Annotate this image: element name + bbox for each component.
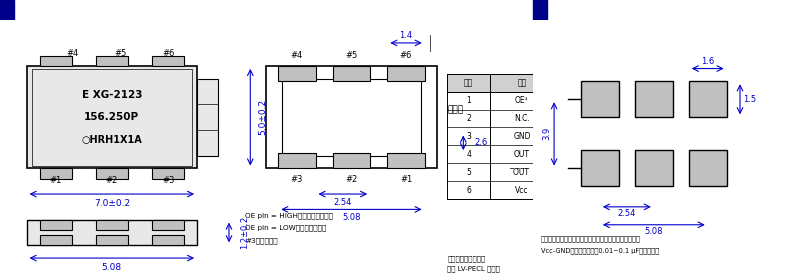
Bar (152, 56, 184, 66)
Bar (152, 168, 184, 179)
Text: 3: 3 (466, 132, 471, 141)
Text: 引脚图: 引脚图 (448, 105, 464, 114)
Text: 5.08: 5.08 (102, 263, 122, 272)
Text: OE pin = LOW：输出为高阻抗: OE pin = LOW：输出为高阻抗 (245, 225, 326, 231)
Text: GND: GND (513, 132, 531, 141)
Text: 1: 1 (466, 96, 471, 105)
Text: 4: 4 (466, 150, 471, 159)
Bar (0, 0, 14, 20)
Text: #5: #5 (346, 51, 358, 60)
Text: 2.6: 2.6 (474, 138, 487, 147)
Text: OE pin = HIGH：指定的频率输出: OE pin = HIGH：指定的频率输出 (245, 212, 333, 219)
Bar (266, 66, 436, 168)
Text: #1: #1 (400, 175, 412, 184)
Text: 推荐焊盘尺寸: 推荐焊盘尺寸 (550, 5, 585, 15)
Text: 5: 5 (466, 168, 471, 177)
Text: 7.0±0.2: 7.0±0.2 (94, 199, 130, 208)
Bar (197, 79, 218, 156)
Bar (635, 81, 673, 117)
Bar (152, 220, 184, 230)
Bar (278, 153, 315, 168)
Bar (533, 0, 547, 20)
Text: #3: #3 (162, 176, 174, 185)
Bar (32, 68, 192, 166)
Text: 引脚: 引脚 (464, 78, 473, 87)
Text: 2.54: 2.54 (618, 209, 636, 218)
Text: 1.6: 1.6 (701, 57, 715, 66)
Text: ＊）内置的多用功能: ＊）内置的多用功能 (448, 256, 485, 262)
Bar (26, 66, 197, 168)
Bar (635, 150, 673, 186)
Text: #2: #2 (346, 175, 358, 184)
Text: 2: 2 (466, 114, 471, 123)
Text: #1: #1 (50, 176, 62, 185)
Text: #6: #6 (162, 49, 174, 58)
Text: 连接: 连接 (517, 78, 526, 87)
Text: Vcc: Vcc (515, 186, 529, 195)
Text: 为了维持稳定运行，在接近晶体产品的电源输入端处（在: 为了维持稳定运行，在接近晶体产品的电源输入端处（在 (541, 235, 641, 242)
Text: #2: #2 (106, 176, 118, 185)
Bar (689, 150, 727, 186)
Bar (333, 66, 370, 81)
Text: 5.0±0.2: 5.0±0.2 (258, 99, 267, 135)
Text: (单位:mm): (单位:mm) (741, 5, 783, 15)
Text: #6: #6 (400, 51, 412, 60)
Text: OUT: OUT (514, 150, 530, 159)
Text: 1.4: 1.4 (399, 31, 412, 40)
Text: 5.08: 5.08 (645, 227, 663, 236)
Text: OE¹: OE¹ (515, 96, 529, 105)
Bar (26, 220, 197, 245)
Text: ○HRH1X1A: ○HRH1X1A (82, 135, 142, 145)
Text: #5: #5 (114, 49, 127, 58)
Text: （只 LV-PECL 输出）: （只 LV-PECL 输出） (448, 266, 500, 272)
Text: ̅O̅U̅T̅: ̅O̅U̅T̅ (514, 168, 530, 177)
Bar (39, 168, 71, 179)
Bar (152, 235, 184, 245)
Bar (96, 56, 128, 66)
Text: #3连接到外壳: #3连接到外壳 (245, 238, 277, 244)
Bar (39, 220, 71, 230)
Text: 1.5: 1.5 (743, 95, 755, 104)
Text: 156.250P: 156.250P (84, 112, 140, 122)
Bar (278, 66, 315, 81)
Text: 1.2±0.2: 1.2±0.2 (240, 216, 249, 249)
Bar (96, 220, 128, 230)
Bar (282, 79, 421, 156)
Text: 外部尺寸规格: 外部尺寸规格 (18, 5, 53, 15)
Bar (448, 74, 554, 199)
Text: (单位:mm): (单位:mm) (396, 5, 438, 15)
Text: 5.08: 5.08 (342, 213, 361, 222)
Bar (387, 153, 424, 168)
Text: Vcc-GND之同）添加一个0.01~0.1 μF的去耦电容: Vcc-GND之同）添加一个0.01~0.1 μF的去耦电容 (541, 248, 658, 254)
Text: #3: #3 (291, 175, 303, 184)
Text: #4: #4 (67, 49, 79, 58)
Bar (96, 235, 128, 245)
Bar (333, 153, 370, 168)
Bar (689, 81, 727, 117)
Bar (96, 168, 128, 179)
Text: 3.9: 3.9 (542, 127, 552, 140)
Text: E XG-2123: E XG-2123 (82, 90, 142, 100)
Bar (39, 56, 71, 66)
Text: N.C.: N.C. (514, 114, 530, 123)
Text: #4: #4 (291, 51, 303, 60)
Bar (39, 235, 71, 245)
Bar (581, 150, 619, 186)
Text: 6: 6 (466, 186, 471, 195)
Bar (387, 66, 424, 81)
Bar (448, 74, 554, 92)
Text: 2.54: 2.54 (334, 198, 352, 207)
Bar (581, 81, 619, 117)
